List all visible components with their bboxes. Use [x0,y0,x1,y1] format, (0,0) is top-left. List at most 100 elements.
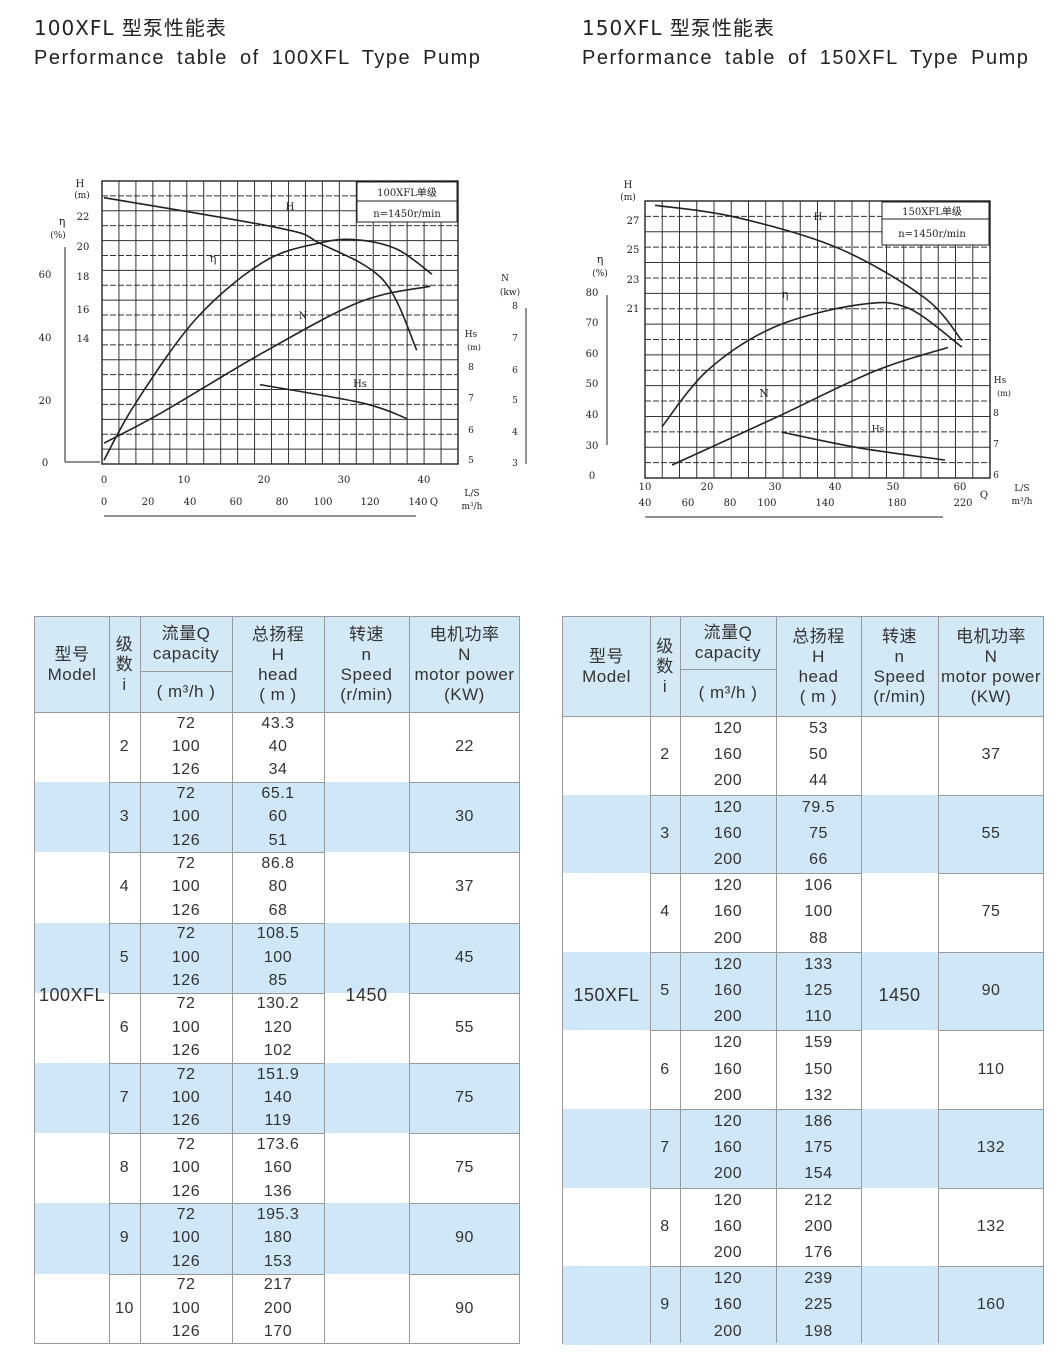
h-tick: 20 [77,242,90,253]
power-cell: 55 [981,824,1001,842]
header-text: 电机功率 [429,624,500,644]
header-background [35,617,519,712]
row-band [35,1063,519,1134]
row-divider [109,1203,324,1205]
q-m3h-tick: 40 [184,497,197,508]
capacity-cell: 100 [171,1299,201,1317]
header-capacity-unit: ( m³/h ) [140,671,232,712]
header-text: 流量Q [161,624,211,643]
power-cell: 30 [455,808,474,826]
q-ls-tick: 40 [829,482,842,493]
stage-cell: 9 [119,1229,130,1247]
q-m3h-tick: 140 [815,498,834,509]
hs-tick: 6 [468,426,474,436]
stage-cell: 4 [119,878,130,896]
legend-title: 150XFL单级 [902,206,962,218]
head-cell: 136 [263,1182,293,1200]
capacity-cell: 126 [171,1112,201,1130]
eta-tick: 40 [586,410,599,421]
row-divider [109,1063,324,1064]
capacity-cell: 200 [713,772,743,790]
eta-tick: 50 [586,379,599,390]
capacity-cell: 120 [713,798,743,816]
column-divider [861,617,862,1343]
capacity-cell: 160 [713,982,743,1000]
head-cell: 195.3 [256,1206,300,1224]
capacity-cell: 126 [171,1252,201,1270]
capacity-cell: 120 [713,1034,743,1052]
q-m3h-tick: 80 [724,498,737,509]
n-tick: 7 [512,334,518,344]
head-cell: 75 [809,824,828,842]
head-cell: 100 [263,948,293,966]
row-divider [409,992,520,994]
head-cell: 133 [804,955,833,973]
power-cell: 160 [976,1296,1006,1314]
h-tick: 27 [627,216,640,227]
eta-tick: 60 [586,349,599,360]
header-text: head [798,666,839,686]
capacity-cell: 160 [713,1060,743,1078]
stage-cell: 7 [660,1139,670,1157]
head-cell: 65.1 [261,784,295,802]
header-text: Speed [340,664,393,684]
h-axis-unit: (m) [74,190,90,201]
legend-title: 100XFL单级 [377,187,437,199]
column-divider [680,617,681,1343]
row-divider [109,922,324,924]
head-cell: 53 [809,720,828,738]
stage-cell: 6 [660,1060,670,1078]
row-divider [109,782,324,784]
eta-tick: 30 [586,441,599,452]
curve-label-power: N [759,387,769,400]
row-divider [650,873,861,875]
header-text: 电机功率 [956,626,1026,646]
model-cell: 100XFL [38,984,106,1005]
row-divider [650,1187,861,1189]
header-text: head [258,664,298,684]
capacity-cell: 160 [713,1296,743,1314]
n-axis-unit: (kw) [500,287,520,298]
hs-tick: 7 [993,440,999,450]
row-divider [109,992,324,994]
eta-tick: 80 [586,288,599,299]
q-m3h-tick: 100 [757,498,776,509]
header-text: Model [582,666,631,686]
head-cell: 180 [263,1229,293,1247]
power-cell: 75 [455,1159,474,1177]
column-divider [324,617,325,1343]
h-tick: 21 [627,304,640,315]
column-divider [109,617,110,1343]
header-text: 级 [656,636,674,656]
head-cell: 85 [268,972,288,990]
q-m3h-tick: 60 [682,498,695,509]
row-divider [409,922,520,924]
q-ls-tick: 10 [178,475,191,486]
head-cell: 51 [268,831,288,849]
header-speed: 转速 n Speed (r/min) [324,617,409,712]
capacity-cell: 100 [171,1089,201,1107]
n-tick: 8 [512,302,518,312]
head-cell: 68 [268,901,288,919]
header-capacity: 流量Q capacity [680,617,776,669]
q-m3h-tick: 80 [276,497,289,508]
h-axis-label: H [76,179,85,190]
capacity-cell: 72 [176,1065,196,1083]
head-cell: 66 [809,851,828,869]
row-divider [109,1133,324,1135]
row-divider [409,1133,520,1135]
curve-label-efficiency: η [210,252,217,265]
stage-cell: 7 [119,1089,130,1107]
row-divider [938,1109,1044,1110]
q-ls-tick: 10 [639,482,652,493]
head-cell: 217 [263,1276,293,1294]
column-divider [409,617,410,1343]
right-title-en: Performance table of 150XFL Type Pump [582,47,1030,69]
n-axis-label: N [501,274,509,284]
capacity-cell: 126 [171,1182,201,1200]
q-unit-ls: L/S [1014,484,1029,494]
